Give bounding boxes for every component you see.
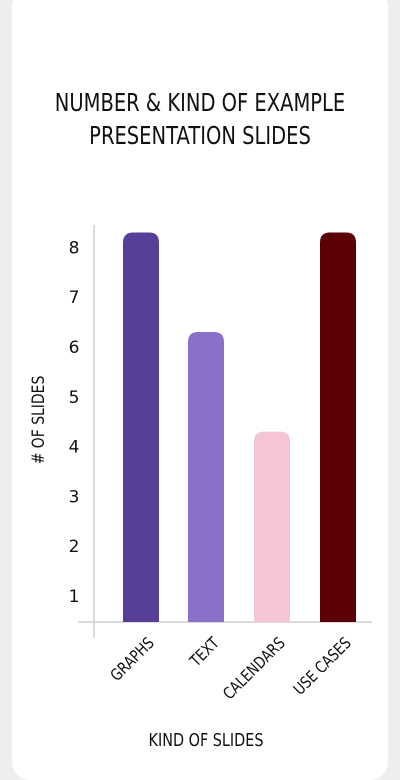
x-tick-label: TEXT <box>186 634 223 671</box>
bar-use-cases <box>320 232 356 622</box>
chart-title-line-1: NUMBER & KIND OF EXAMPLE <box>54 88 346 117</box>
y-tick-label: 7 <box>69 288 80 308</box>
bar-text <box>188 332 224 622</box>
chart-title-line-2: PRESENTATION SLIDES <box>89 121 311 150</box>
y-tick-label: 4 <box>69 438 80 458</box>
y-tick-labels: 1 2 3 4 5 6 7 8 <box>69 238 80 607</box>
y-tick-label: 3 <box>69 487 80 507</box>
bar-graphs <box>123 232 159 622</box>
x-tick-label: CALENDARS <box>220 634 290 704</box>
y-axis-title: # OF SLIDES <box>29 376 49 465</box>
chart-title: NUMBER & KIND OF EXAMPLE PRESENTATION SL… <box>53 86 346 152</box>
y-tick-label: 5 <box>69 388 80 408</box>
x-tick-label: USE CASES <box>290 634 355 699</box>
x-axis-title: KIND OF SLIDES <box>149 729 264 750</box>
y-tick-label: 2 <box>69 537 80 557</box>
bars <box>123 232 356 622</box>
y-tick-label: 1 <box>69 587 80 607</box>
y-tick-label: 8 <box>69 238 80 258</box>
bar-calendars <box>254 431 290 622</box>
y-tick-label: 6 <box>69 338 80 358</box>
x-tick-label: GRAPHS <box>107 634 158 685</box>
